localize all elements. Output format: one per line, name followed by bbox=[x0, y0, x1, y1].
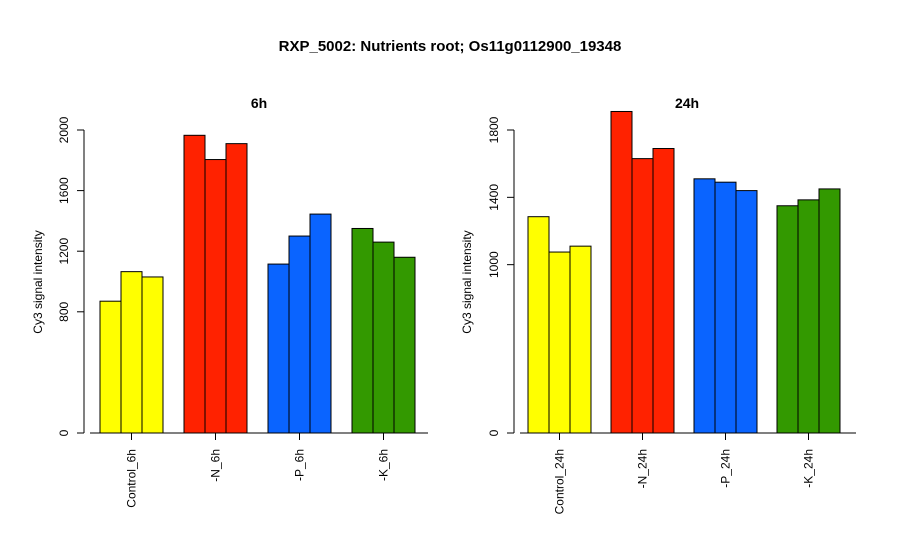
bar bbox=[99, 300, 122, 434]
y-tick-label: 1400 bbox=[487, 184, 501, 211]
x-tick-label: -N_6h bbox=[209, 449, 223, 482]
y-axis-label: Cy3 signal intensity bbox=[31, 230, 45, 333]
bar bbox=[204, 159, 227, 434]
bar bbox=[776, 205, 799, 434]
bar bbox=[631, 158, 654, 434]
x-tick-label: -P_6h bbox=[293, 449, 307, 481]
bar bbox=[225, 143, 248, 434]
bar bbox=[548, 251, 571, 434]
panel-title: 6h bbox=[251, 95, 267, 111]
bar bbox=[372, 241, 395, 434]
bar bbox=[183, 134, 206, 434]
y-tick-label: 1600 bbox=[57, 177, 71, 204]
bar bbox=[818, 188, 841, 434]
y-tick-label: 1800 bbox=[487, 116, 501, 143]
y-tick-label: 800 bbox=[57, 301, 71, 321]
x-tick-label: -K_6h bbox=[377, 449, 391, 481]
bar bbox=[393, 256, 416, 434]
panel-title: 24h bbox=[675, 95, 699, 111]
bar bbox=[735, 190, 758, 434]
x-tick-label: -P_24h bbox=[719, 449, 733, 488]
x-tick-label: Control_6h bbox=[125, 449, 139, 508]
y-tick-label: 0 bbox=[57, 429, 71, 436]
bar bbox=[309, 213, 332, 434]
x-tick-label: Control_24h bbox=[553, 449, 567, 514]
bar bbox=[267, 263, 290, 434]
x-tick-label: -K_24h bbox=[802, 449, 816, 488]
bar bbox=[141, 276, 164, 434]
bar bbox=[652, 148, 675, 434]
y-tick-label: 1000 bbox=[487, 251, 501, 278]
x-tick-label: -N_24h bbox=[636, 449, 650, 488]
bar bbox=[797, 199, 820, 434]
bar bbox=[527, 216, 550, 434]
y-axis-label: Cy3 signal intensity bbox=[460, 230, 474, 333]
panel-6h: 6h Cy3 signal intensity 0 800 1200 1600 2000 Co… bbox=[31, 95, 428, 508]
main-title: RXP_5002: Nutrients root; Os11g0112900_1… bbox=[278, 38, 622, 55]
bar bbox=[288, 235, 311, 434]
y-tick-label: 1200 bbox=[57, 238, 71, 265]
bar bbox=[714, 181, 737, 434]
bar bbox=[610, 110, 633, 434]
bar bbox=[693, 178, 716, 434]
bar bbox=[351, 227, 374, 434]
y-tick-label: 0 bbox=[487, 429, 501, 436]
y-tick-label: 2000 bbox=[57, 116, 71, 143]
bar bbox=[569, 245, 592, 434]
bar bbox=[120, 271, 143, 434]
panel-24h: 24h Cy3 signal intensity 0 1000 1400 1800 Cont… bbox=[460, 95, 856, 514]
